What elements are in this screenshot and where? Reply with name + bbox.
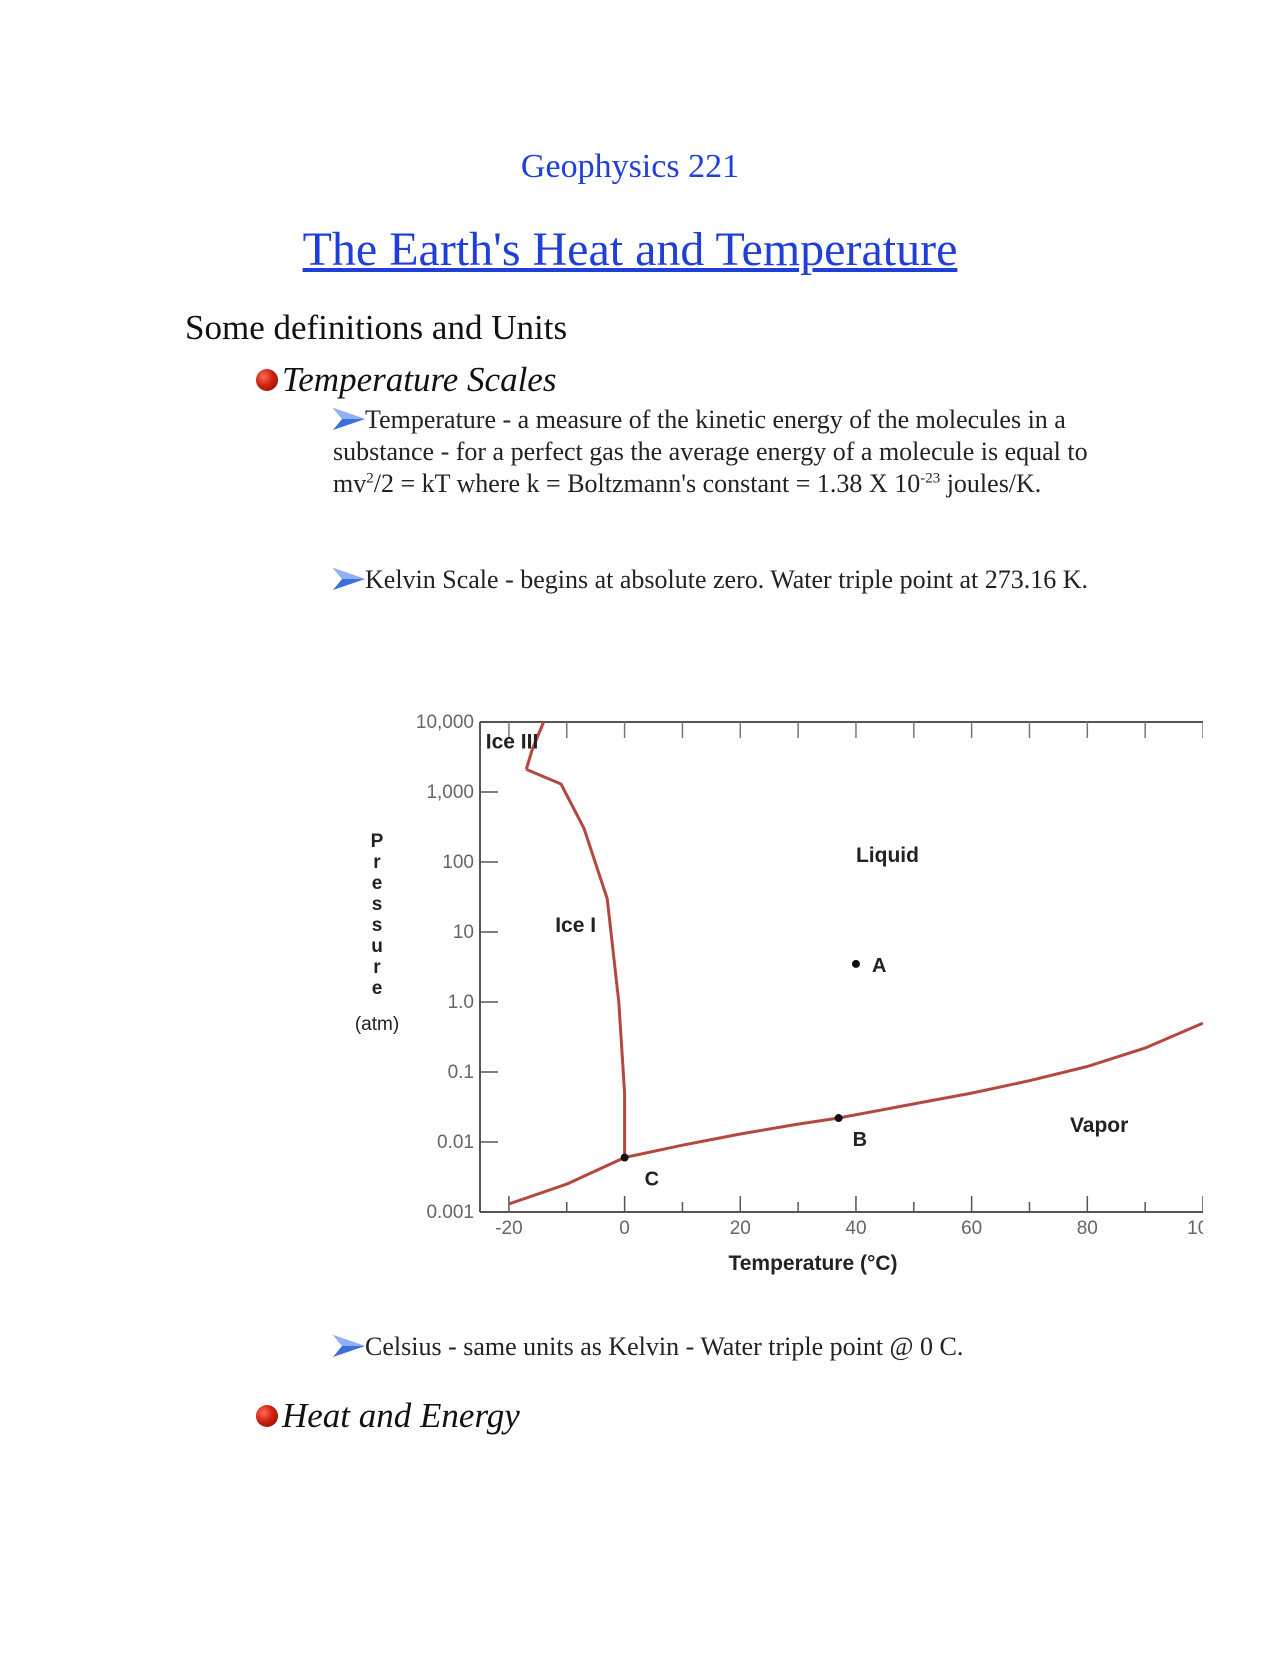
temperature-text-2: /2 = kT where k = Boltzmann's constant =… — [373, 469, 921, 498]
kelvin-definition: Kelvin Scale - begins at absolute zero. … — [333, 564, 1093, 596]
arrow-bullet-icon — [333, 408, 365, 430]
temperature-text-3: joules/K. — [940, 469, 1042, 498]
bullet-label: Heat and Energy — [282, 1396, 520, 1435]
y-axis-title-letter: r — [373, 957, 381, 978]
superscript-2: 2 — [366, 470, 374, 487]
temperature-text-1: Temperature - a measure of the kinetic e… — [333, 405, 1088, 498]
y-axis-title-letter: e — [372, 873, 383, 894]
y-tick-label: 100 — [442, 852, 474, 873]
point-c-marker — [620, 1153, 629, 1162]
phase-boundary-curve — [525, 768, 627, 1158]
x-tick-label: 20 — [730, 1218, 751, 1239]
celsius-text: Celsius - same units as Kelvin - Water t… — [365, 1332, 964, 1361]
region-label: Liquid — [856, 844, 919, 867]
x-tick-label: 60 — [961, 1218, 982, 1239]
phase-diagram-chart: -20 0 20 40 60 80 100 0.001 0.01 0.1 1.0 10 100 1,000… — [355, 712, 1203, 1275]
phase-boundary-curve — [524, 721, 545, 770]
phase-boundary-curve — [624, 1021, 1203, 1159]
y-axis-title-letter: s — [372, 915, 383, 936]
point-b-marker — [834, 1114, 843, 1123]
bullet-label: Temperature Scales — [282, 360, 557, 399]
page-title-link[interactable]: The Earth's Heat and Temperature — [302, 223, 958, 276]
region-label: Ice III — [486, 730, 539, 753]
course-title: Geophysics 221 — [520, 148, 740, 185]
section-heading: Some definitions and Units — [185, 308, 568, 347]
y-axis-unit: (atm) — [355, 1014, 399, 1035]
x-tick-label: -20 — [495, 1218, 522, 1239]
y-axis-title-letter: s — [372, 894, 383, 915]
phase-diagram-figure: -20 0 20 40 60 80 100 0.001 0.01 0.1 1.0 10 100 1,000… — [333, 670, 1203, 1310]
arrow-bullet-icon — [333, 1335, 365, 1357]
y-tick-label: 10,000 — [416, 712, 474, 733]
bullet-temperature-scales: Temperature Scales — [256, 360, 556, 400]
y-axis-title-letter: e — [372, 978, 383, 999]
y-tick-label: 10 — [453, 922, 474, 943]
y-tick-label: 1,000 — [426, 782, 474, 803]
y-tick-label: 0.01 — [437, 1132, 474, 1153]
y-tick-label: 1.0 — [448, 992, 474, 1013]
y-tick-label: 0.001 — [426, 1202, 474, 1223]
red-bullet-icon — [256, 369, 278, 391]
x-tick-label: 100 — [1187, 1218, 1203, 1239]
region-label: Ice I — [555, 914, 596, 937]
temperature-definition: Temperature - a measure of the kinetic e… — [333, 404, 1093, 500]
point-a-label: A — [872, 955, 886, 977]
bullet-heat-and-energy: Heat and Energy — [256, 1396, 520, 1436]
point-c-label: C — [645, 1169, 659, 1191]
y-axis-title-letter: P — [371, 831, 384, 852]
y-tick-label: 0.1 — [448, 1062, 474, 1083]
region-label: Vapor — [1070, 1114, 1128, 1137]
x-tick-label: 0 — [619, 1218, 630, 1239]
point-a-marker — [851, 959, 860, 968]
x-tick-label: 40 — [845, 1218, 866, 1239]
x-tick-label: 80 — [1077, 1218, 1098, 1239]
arrow-bullet-icon — [333, 568, 365, 590]
celsius-definition: Celsius - same units as Kelvin - Water t… — [333, 1331, 1093, 1363]
y-axis-title-letter: u — [371, 936, 383, 957]
y-axis-title-letter: r — [373, 852, 381, 873]
kelvin-text: Kelvin Scale - begins at absolute zero. … — [365, 565, 1089, 594]
red-bullet-icon — [256, 1405, 278, 1427]
superscript-minus-23: -23 — [920, 470, 941, 487]
phase-boundary-curve — [508, 1156, 626, 1206]
point-b-label: B — [853, 1129, 867, 1151]
x-axis-title: Temperature (°C) — [728, 1252, 897, 1275]
